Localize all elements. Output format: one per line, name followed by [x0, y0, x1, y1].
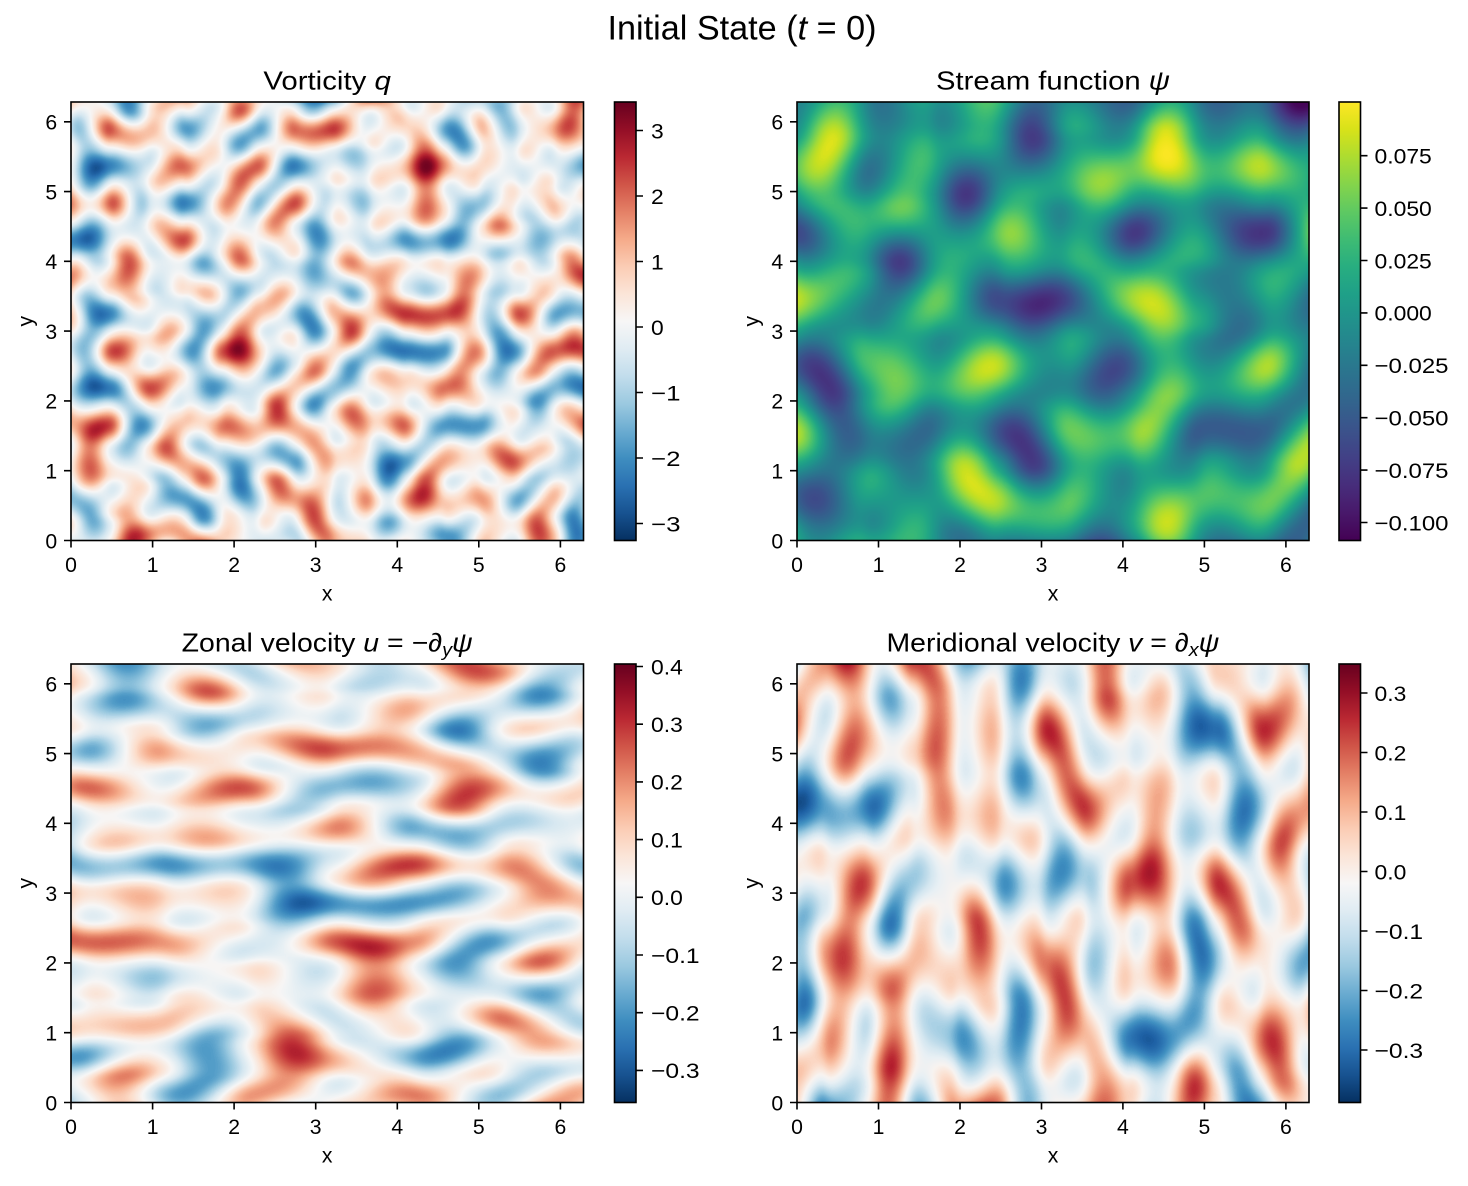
svg-text:0: 0	[651, 317, 664, 340]
svg-text:3: 3	[45, 883, 57, 906]
svg-text:−2: −2	[651, 448, 681, 471]
svg-text:2: 2	[771, 391, 783, 414]
svg-text:4: 4	[771, 251, 783, 274]
svg-text:Zonal velocity u = −∂yψ: Zonal velocity u = −∂yψ	[182, 627, 473, 660]
svg-text:6: 6	[771, 674, 783, 697]
svg-text:Meridional velocity v = ∂xψ: Meridional velocity v = ∂xψ	[887, 627, 1220, 660]
svg-text:−0.075: −0.075	[1375, 460, 1449, 483]
svg-text:x: x	[322, 1144, 333, 1167]
svg-text:5: 5	[473, 1116, 485, 1139]
svg-text:−0.025: −0.025	[1375, 355, 1449, 378]
svg-text:5: 5	[45, 181, 57, 204]
svg-text:5: 5	[45, 743, 57, 766]
svg-text:2: 2	[45, 391, 57, 414]
svg-text:5: 5	[1199, 554, 1211, 577]
svg-text:1: 1	[873, 1116, 885, 1139]
svg-text:0.2: 0.2	[1375, 742, 1407, 765]
svg-text:3: 3	[1036, 554, 1048, 577]
svg-text:−1: −1	[651, 382, 681, 405]
svg-text:1: 1	[873, 554, 885, 577]
svg-text:5: 5	[473, 554, 485, 577]
svg-text:2: 2	[228, 1116, 240, 1139]
svg-text:6: 6	[555, 554, 567, 577]
svg-text:3: 3	[771, 883, 783, 906]
svg-text:0: 0	[65, 1116, 77, 1139]
svg-text:0: 0	[791, 1116, 803, 1139]
svg-text:4: 4	[1117, 554, 1129, 577]
svg-text:4: 4	[771, 813, 783, 836]
svg-text:1: 1	[771, 1023, 783, 1046]
svg-text:5: 5	[771, 743, 783, 766]
svg-text:3: 3	[310, 554, 322, 577]
svg-text:0.000: 0.000	[1375, 303, 1432, 326]
svg-text:0.1: 0.1	[651, 829, 683, 852]
svg-text:2: 2	[228, 554, 240, 577]
svg-text:0.050: 0.050	[1375, 198, 1432, 221]
svg-text:4: 4	[45, 813, 57, 836]
svg-text:x: x	[1048, 1144, 1059, 1167]
svg-text:0.075: 0.075	[1375, 146, 1432, 169]
svg-text:3: 3	[310, 1116, 322, 1139]
svg-text:y: y	[741, 315, 764, 326]
svg-text:−0.2: −0.2	[651, 1003, 700, 1026]
svg-text:Vorticity q: Vorticity q	[263, 65, 391, 95]
svg-text:0: 0	[771, 530, 783, 553]
svg-text:0.0: 0.0	[1375, 861, 1407, 884]
svg-text:1: 1	[45, 461, 57, 484]
svg-text:3: 3	[1036, 1116, 1048, 1139]
svg-text:6: 6	[45, 112, 57, 135]
svg-text:−0.3: −0.3	[1375, 1040, 1424, 1063]
svg-text:6: 6	[45, 674, 57, 697]
svg-text:6: 6	[1280, 1116, 1292, 1139]
svg-text:y: y	[741, 877, 764, 888]
svg-text:0: 0	[45, 530, 57, 553]
svg-text:0.2: 0.2	[651, 772, 683, 795]
svg-text:6: 6	[771, 112, 783, 135]
svg-text:3: 3	[651, 120, 664, 143]
svg-text:4: 4	[1117, 1116, 1129, 1139]
svg-text:0.025: 0.025	[1375, 250, 1432, 273]
svg-text:−3: −3	[651, 513, 681, 536]
svg-text:5: 5	[771, 181, 783, 204]
svg-text:2: 2	[771, 953, 783, 976]
svg-text:−0.2: −0.2	[1375, 980, 1424, 1003]
svg-text:3: 3	[45, 321, 57, 344]
svg-text:6: 6	[1280, 554, 1292, 577]
svg-text:−0.050: −0.050	[1375, 408, 1449, 431]
svg-text:3: 3	[771, 321, 783, 344]
svg-text:y: y	[15, 315, 38, 326]
svg-text:y: y	[15, 877, 38, 888]
svg-text:x: x	[322, 582, 333, 605]
svg-text:−0.1: −0.1	[1375, 921, 1424, 944]
svg-text:6: 6	[555, 1116, 567, 1139]
svg-text:−0.1: −0.1	[651, 945, 700, 968]
svg-text:4: 4	[391, 1116, 403, 1139]
svg-text:0.0: 0.0	[651, 887, 683, 910]
svg-text:0: 0	[791, 554, 803, 577]
svg-text:2: 2	[45, 953, 57, 976]
svg-text:−0.3: −0.3	[651, 1060, 700, 1083]
svg-text:0: 0	[45, 1092, 57, 1115]
svg-text:2: 2	[954, 554, 966, 577]
svg-text:1: 1	[771, 461, 783, 484]
svg-text:1: 1	[147, 554, 159, 577]
svg-text:0.3: 0.3	[1375, 683, 1407, 706]
svg-text:1: 1	[651, 251, 664, 274]
svg-text:x: x	[1048, 582, 1059, 605]
svg-text:0.4: 0.4	[651, 656, 683, 679]
svg-text:2: 2	[651, 186, 664, 209]
svg-text:−0.100: −0.100	[1375, 512, 1449, 535]
svg-text:5: 5	[1199, 1116, 1211, 1139]
svg-text:Stream function ψ: Stream function ψ	[936, 65, 1170, 95]
svg-text:0.3: 0.3	[651, 714, 683, 737]
svg-text:0: 0	[771, 1092, 783, 1115]
svg-text:4: 4	[45, 251, 57, 274]
svg-text:2: 2	[954, 1116, 966, 1139]
svg-text:0: 0	[65, 554, 77, 577]
svg-text:4: 4	[391, 554, 403, 577]
svg-text:1: 1	[147, 1116, 159, 1139]
svg-text:Initial State (t = 0): Initial State (t = 0)	[608, 9, 877, 47]
svg-text:1: 1	[45, 1023, 57, 1046]
svg-text:0.1: 0.1	[1375, 802, 1407, 825]
